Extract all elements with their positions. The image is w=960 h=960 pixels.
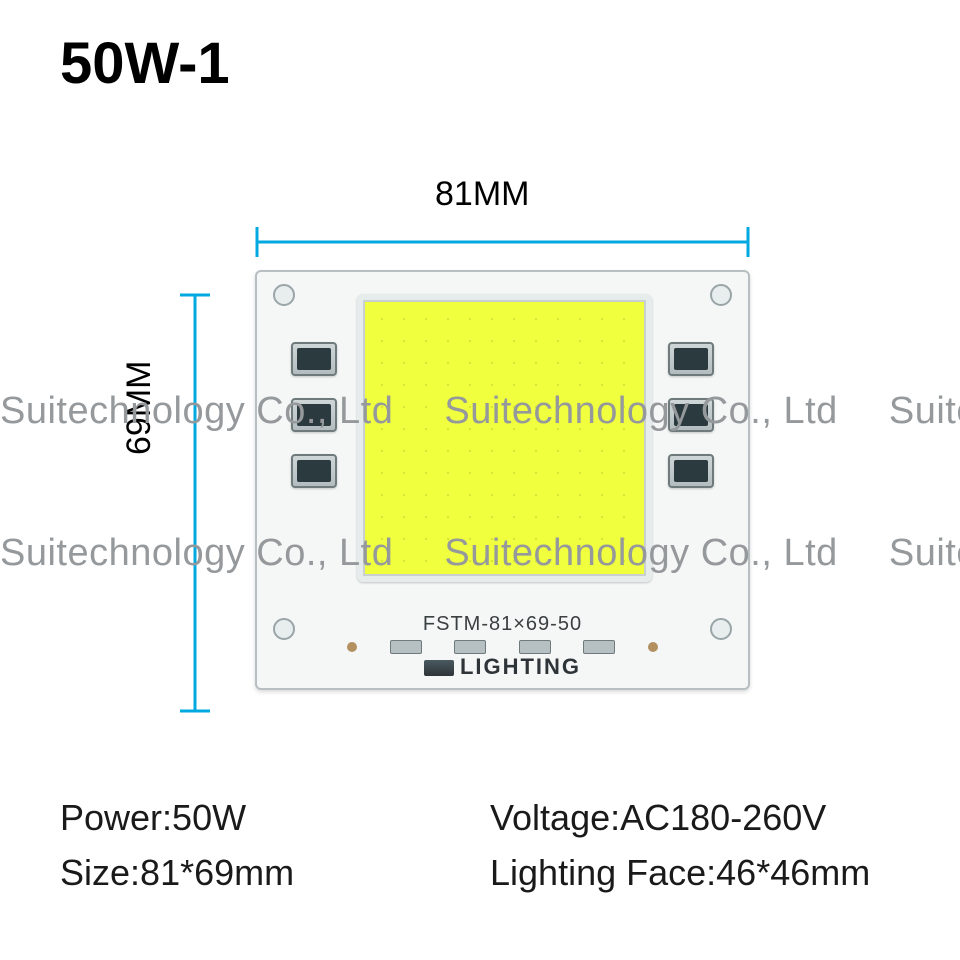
smd-chip (668, 454, 714, 488)
dimension-height-line (180, 293, 210, 713)
right-component-strip (668, 342, 714, 562)
left-component-strip (291, 342, 337, 562)
spec-power: Power:50W (60, 790, 294, 845)
smd-chip (291, 398, 337, 432)
spec-value: AC180-260V (620, 797, 826, 838)
led-dot-pattern (371, 308, 638, 568)
mounting-hole (710, 284, 732, 306)
solder-pad (648, 642, 658, 652)
spec-size: Size:81*69mm (60, 845, 294, 900)
spec-label: Lighting Face: (490, 852, 716, 893)
spec-voltage: Voltage:AC180-260V (490, 790, 870, 845)
smd-chip (291, 454, 337, 488)
brand-text: LIGHTING (460, 654, 581, 679)
smd-component (454, 640, 486, 654)
spec-value: 50W (172, 797, 246, 838)
brand-logo-icon (424, 660, 454, 676)
watermark-text: Suitechnology Co., Ltd (889, 532, 960, 575)
dimension-height-label: 69MM (120, 361, 159, 455)
mounting-hole (273, 284, 295, 306)
smd-chip (668, 342, 714, 376)
smd-chip (291, 342, 337, 376)
watermark-text: Suitechnology Co., Ltd (889, 390, 960, 433)
pcb-brand-label: LIGHTING (257, 654, 748, 680)
spec-lighting-face: Lighting Face:46*46mm (490, 845, 870, 900)
specs-left-column: Power:50W Size:81*69mm (60, 790, 294, 900)
led-emitting-area (357, 294, 652, 582)
pcb-board: FSTM-81×69-50 LIGHTING (255, 270, 750, 690)
spec-label: Voltage: (490, 797, 620, 838)
spec-value: 46*46mm (716, 852, 870, 893)
smd-component (583, 640, 615, 654)
solder-pad (347, 642, 357, 652)
product-title: 50W-1 (60, 30, 230, 97)
product-diagram: 81MM 69MM FSTM-81×69-50 (135, 175, 815, 755)
smd-component (390, 640, 422, 654)
smd-chip (668, 398, 714, 432)
spec-value: 81*69mm (140, 852, 294, 893)
dimension-width-label: 81MM (435, 175, 529, 214)
dimension-width-line (255, 227, 750, 257)
spec-label: Size: (60, 852, 140, 893)
smd-component (519, 640, 551, 654)
pcb-model-label: FSTM-81×69-50 (257, 613, 748, 636)
spec-label: Power: (60, 797, 172, 838)
specs-right-column: Voltage:AC180-260V Lighting Face:46*46mm (490, 790, 870, 900)
specs-block: Power:50W Size:81*69mm Voltage:AC180-260… (60, 790, 920, 915)
